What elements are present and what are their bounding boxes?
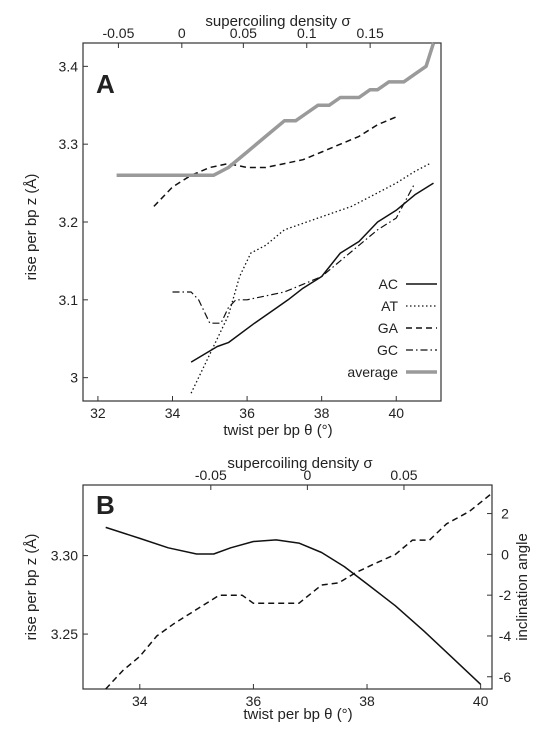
rise-per-bp-line bbox=[105, 526, 482, 685]
panel-a-x-axis-label: twist per bp θ (°) bbox=[223, 422, 332, 439]
panel-b-y2-axis-label: inclination angle bbox=[514, 533, 531, 641]
panel-b-letter: B bbox=[96, 490, 115, 520]
series-line-gc bbox=[172, 182, 416, 324]
panel-b-y-tick-label: 3.25 bbox=[51, 626, 78, 642]
panel-b-x-axis-label: twist per bp θ (°) bbox=[243, 706, 352, 723]
panel-a-x-tick-label: 38 bbox=[314, 405, 330, 421]
panel-a-y-tick-label: 3.1 bbox=[59, 292, 79, 308]
panel-b-y2-tick-label: 0 bbox=[501, 546, 509, 562]
panel-b-top-tick-label: 0 bbox=[303, 467, 311, 483]
panel-b-y2-tick-label: -2 bbox=[499, 587, 512, 603]
panel-a-chart: 32 34 36 38 40 3 3.1 3.2 3.3 3.4 -0.05 0 0.05 0.1 0.… bbox=[23, 13, 442, 439]
panel-a-top-tick-label: -0.05 bbox=[102, 25, 134, 41]
panel-a-x-tick-label: 40 bbox=[388, 405, 404, 421]
panel-a-x-tick-label: 36 bbox=[239, 405, 255, 421]
panel-a-y-axis-label: rise per bp z (Å) bbox=[23, 174, 40, 281]
legend-label-gc: GC bbox=[377, 342, 398, 358]
panel-b-x-tick-label: 34 bbox=[132, 693, 148, 709]
panel-b-x-tick-label: 36 bbox=[246, 693, 262, 709]
panel-a-x-tick-label: 34 bbox=[165, 405, 181, 421]
panel-a-letter: A bbox=[96, 69, 115, 99]
panel-b-y2-tick-label: 2 bbox=[501, 506, 509, 522]
panel-b-y-axis-label: rise per bp z (Å) bbox=[23, 534, 40, 641]
panel-b-top-ticks: -0.05 0 0.05 bbox=[195, 467, 418, 490]
panel-b-y-ticks: 3.25 3.30 bbox=[51, 548, 88, 642]
panel-b-top-tick-label: 0.05 bbox=[390, 467, 417, 483]
panel-a-top-tick-label: 0.15 bbox=[357, 25, 384, 41]
panel-a-y-ticks: 3 3.1 3.2 3.3 3.4 bbox=[59, 58, 88, 386]
panel-b-chart: 34 36 38 40 3.253.30 20-2-4-6 -0.05 0 0.05 B … bbox=[23, 455, 531, 723]
panel-a-top-ticks: -0.05 0 0.05 0.1 0.15 bbox=[102, 25, 384, 48]
panel-b-y2-ticks: 2 0 -2 -4 -6 bbox=[487, 506, 511, 685]
legend-label-ac: AC bbox=[379, 276, 398, 292]
panel-a-legend: AC AT GA GC average bbox=[347, 276, 437, 380]
panel-b-y-tick-label: 3.30 bbox=[51, 548, 78, 564]
panel-b-frame bbox=[82, 484, 493, 690]
panel-b-x-ticks: 34 36 38 40 bbox=[132, 684, 489, 709]
panel-a-x-tick-label: 32 bbox=[90, 405, 106, 421]
panel-a-y-tick-label: 3.4 bbox=[59, 58, 79, 74]
inclination-angle-line bbox=[105, 492, 493, 690]
panel-a-y-tick-label: 3.2 bbox=[59, 214, 79, 230]
panel-a-top-tick-label: 0.1 bbox=[297, 25, 317, 41]
panel-a-y-tick-label: 3.3 bbox=[59, 136, 79, 152]
panel-a-y-tick-label: 3 bbox=[70, 370, 78, 386]
panel-a-top-tick-label: 0.05 bbox=[230, 25, 257, 41]
panel-b-top-tick-label: -0.05 bbox=[195, 467, 227, 483]
panel-a-series bbox=[116, 42, 436, 394]
panel-b-series bbox=[105, 492, 493, 690]
panel-b-y2-tick-label: -4 bbox=[499, 628, 512, 644]
legend-label-ga: GA bbox=[378, 320, 399, 336]
panel-b-y2-tick-label: -6 bbox=[499, 669, 512, 685]
series-line-at bbox=[190, 163, 431, 394]
panel-a-top-tick-label: 0 bbox=[178, 25, 186, 41]
panel-b-top-axis-label: supercoiling density σ bbox=[227, 455, 373, 472]
panel-b-x-tick-label: 40 bbox=[473, 693, 489, 709]
panel-b-x-tick-label: 38 bbox=[359, 693, 375, 709]
series-line-average bbox=[116, 42, 436, 178]
panel-a-x-ticks: 32 34 36 38 40 bbox=[90, 396, 404, 421]
legend-label-at: AT bbox=[381, 298, 398, 314]
series-line-ac bbox=[190, 182, 434, 363]
legend-label-average: average bbox=[347, 364, 398, 380]
panel-a-top-axis-label: supercoiling density σ bbox=[205, 13, 351, 30]
